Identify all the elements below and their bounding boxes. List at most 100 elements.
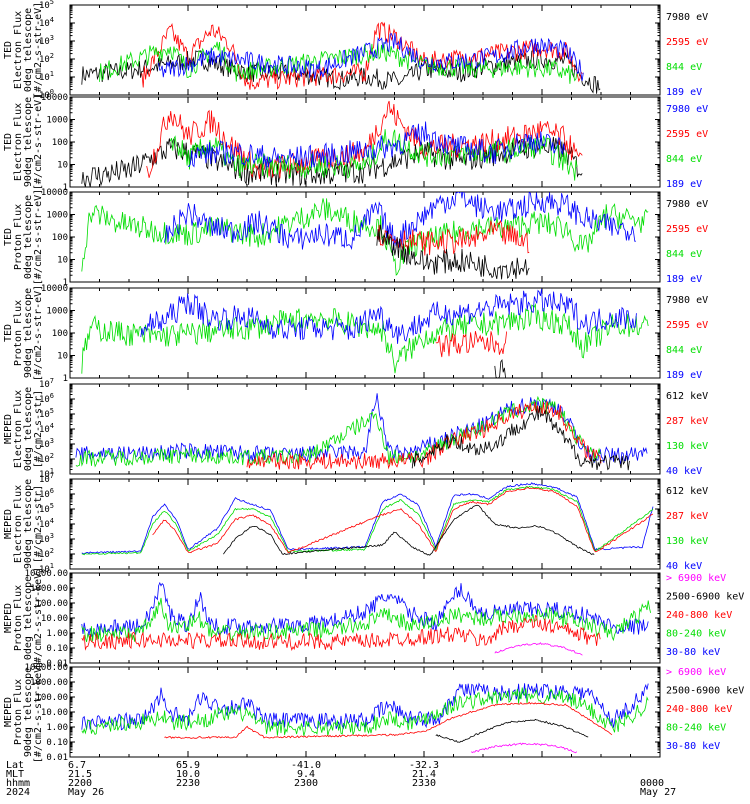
- footer-value: 2330: [412, 778, 436, 789]
- footer-value: 9.4: [297, 769, 315, 780]
- plot-frame: [69, 96, 661, 188]
- legend-entry: 189 eV: [666, 370, 702, 381]
- footer-value: May 27: [640, 787, 676, 798]
- y-tick-exponent: 3: [50, 34, 54, 42]
- legend-entry: 189 eV: [666, 87, 702, 98]
- y-tick-label: 1000: [46, 116, 68, 126]
- series-line-p7-0: [81, 581, 649, 638]
- y-tick-label: 10: [57, 161, 68, 171]
- y-axis-label: [#/cm2-s-str-eV]: [33, 2, 44, 98]
- y-axis-label: [#/cm2-s-str]: [33, 390, 44, 468]
- y-tick-label: 10000.00: [25, 663, 68, 673]
- y-tick-exponent: 5: [50, 0, 54, 6]
- y-axis-label: 0deg telescope: [23, 8, 34, 92]
- y-tick-label: 1.00: [46, 629, 68, 639]
- plot-frame: [69, 4, 661, 96]
- legend-entry: 130 keV: [666, 536, 708, 547]
- footer-value: 2300: [294, 778, 318, 789]
- series-line-p2-0: [81, 136, 583, 187]
- y-tick-exponent: 6: [50, 392, 54, 400]
- legend-entry: 40 keV: [666, 561, 702, 572]
- footer-value: 21.5: [68, 769, 92, 780]
- y-axis-label: [#/cm2-s-str]: [33, 485, 44, 563]
- legend-entry: 80-240 keV: [666, 629, 726, 640]
- panel-p7: 0.01 0.10 1.00 10.00 100.00 1000.00 10000.00 ME…: [3, 567, 744, 669]
- y-tick-label: 100.00: [35, 693, 68, 703]
- y-axis-label: 90deg telescope: [23, 288, 34, 378]
- series-line-p5-1: [75, 395, 601, 468]
- series-line-p7-1: [81, 597, 651, 643]
- series-line-p3-3: [376, 224, 530, 280]
- series-group: [81, 682, 649, 754]
- y-axis-label: Proton Flux: [13, 204, 24, 270]
- y-tick-exponent: 3: [50, 532, 54, 540]
- y-tick-label: 10.00: [41, 708, 68, 718]
- series-line-p4-2: [435, 331, 507, 358]
- legend-entry: 844 eV: [666, 154, 702, 165]
- legend-entry: 2595 eV: [666, 320, 708, 331]
- legend-entry: 189 eV: [666, 179, 702, 190]
- series-line-p2-1: [146, 100, 583, 179]
- y-tick-exponent: 5: [50, 407, 54, 415]
- legend-entry: > 6900 keV: [666, 667, 726, 678]
- y-axis-label: MEPED: [3, 603, 14, 633]
- legend-entry: 80-240 keV: [666, 723, 726, 734]
- footer-value: May 26: [68, 787, 104, 798]
- y-axis-label: Electron Flux: [13, 485, 24, 563]
- series-line-p2-3: [188, 121, 566, 170]
- y-tick-label: 100.00: [35, 599, 68, 609]
- y-axis-label: TED: [3, 41, 14, 59]
- legend-entry: 287 keV: [666, 511, 708, 522]
- footer-value: -41.0: [291, 760, 321, 771]
- legend-entry: 7980 eV: [666, 104, 708, 115]
- series-line-p8-2: [164, 701, 613, 739]
- footer-row-label: MLT: [6, 769, 24, 780]
- y-axis-label: Proton Flux: [13, 585, 24, 651]
- y-tick-label: 10000: [41, 93, 68, 103]
- y-tick-exponent: 4: [50, 422, 54, 430]
- panel-p3: 1 10 100 1000 10000 TED Proton Flux 0deg telesc…: [3, 188, 708, 288]
- series-line-p7-2: [81, 615, 601, 652]
- y-tick-label: 10.00: [41, 614, 68, 624]
- y-tick-exponent: 7: [50, 377, 54, 385]
- y-axis-label: 90deg telescope: [23, 479, 34, 569]
- panel-p2: 1 10 100 1000 10000 TED Electron Flux 90deg tel…: [3, 93, 708, 193]
- legend-entry: 40 keV: [666, 466, 702, 477]
- y-tick-exponent: 2: [50, 52, 54, 60]
- y-tick-exponent: 1: [50, 562, 54, 570]
- y-axis-label: Proton Flux: [13, 300, 24, 366]
- legend-entry: 612 keV: [666, 391, 708, 402]
- y-tick-label: 10000: [41, 188, 68, 198]
- y-tick-exponent: 4: [50, 517, 54, 525]
- series-line-p8-4: [470, 742, 578, 754]
- y-tick-exponent: 1: [50, 467, 54, 475]
- legend-entry: 189 eV: [666, 274, 702, 285]
- footer-value: 21.4: [412, 769, 436, 780]
- y-axis-label: [#/cm2-s-str-eV]: [33, 94, 44, 190]
- y-tick-label: 10000.00: [25, 569, 68, 579]
- y-axis-label: Electron Flux: [13, 390, 24, 468]
- y-tick-label: 1000.00: [30, 584, 68, 594]
- y-tick-label: 0.10: [46, 738, 68, 748]
- legend-entry: 240-800 keV: [666, 704, 732, 715]
- y-axis-label: 90deg telescope: [23, 667, 34, 757]
- plot-frame: [69, 666, 661, 758]
- series-line-p5-0: [75, 393, 648, 465]
- footer-row-label: hhmm: [6, 778, 30, 789]
- legend-entry: 7980 eV: [666, 12, 708, 23]
- footer-value: 2200: [68, 778, 92, 789]
- legend-entry: 844 eV: [666, 62, 702, 73]
- y-tick-label: 100: [52, 138, 68, 148]
- legend-entry: 240-800 keV: [666, 610, 732, 621]
- y-tick-exponent: 3: [50, 437, 54, 445]
- y-tick-exponent: 4: [50, 16, 54, 24]
- legend-entry: 2595 eV: [666, 129, 708, 140]
- y-axis-label: 0deg telescope: [23, 387, 34, 471]
- y-axis-label: [#/cm2-s-str-eV]: [33, 189, 44, 285]
- y-axis-label: TED: [3, 228, 14, 246]
- series-line-p3-2: [376, 219, 530, 256]
- legend-entry: 7980 eV: [666, 295, 708, 306]
